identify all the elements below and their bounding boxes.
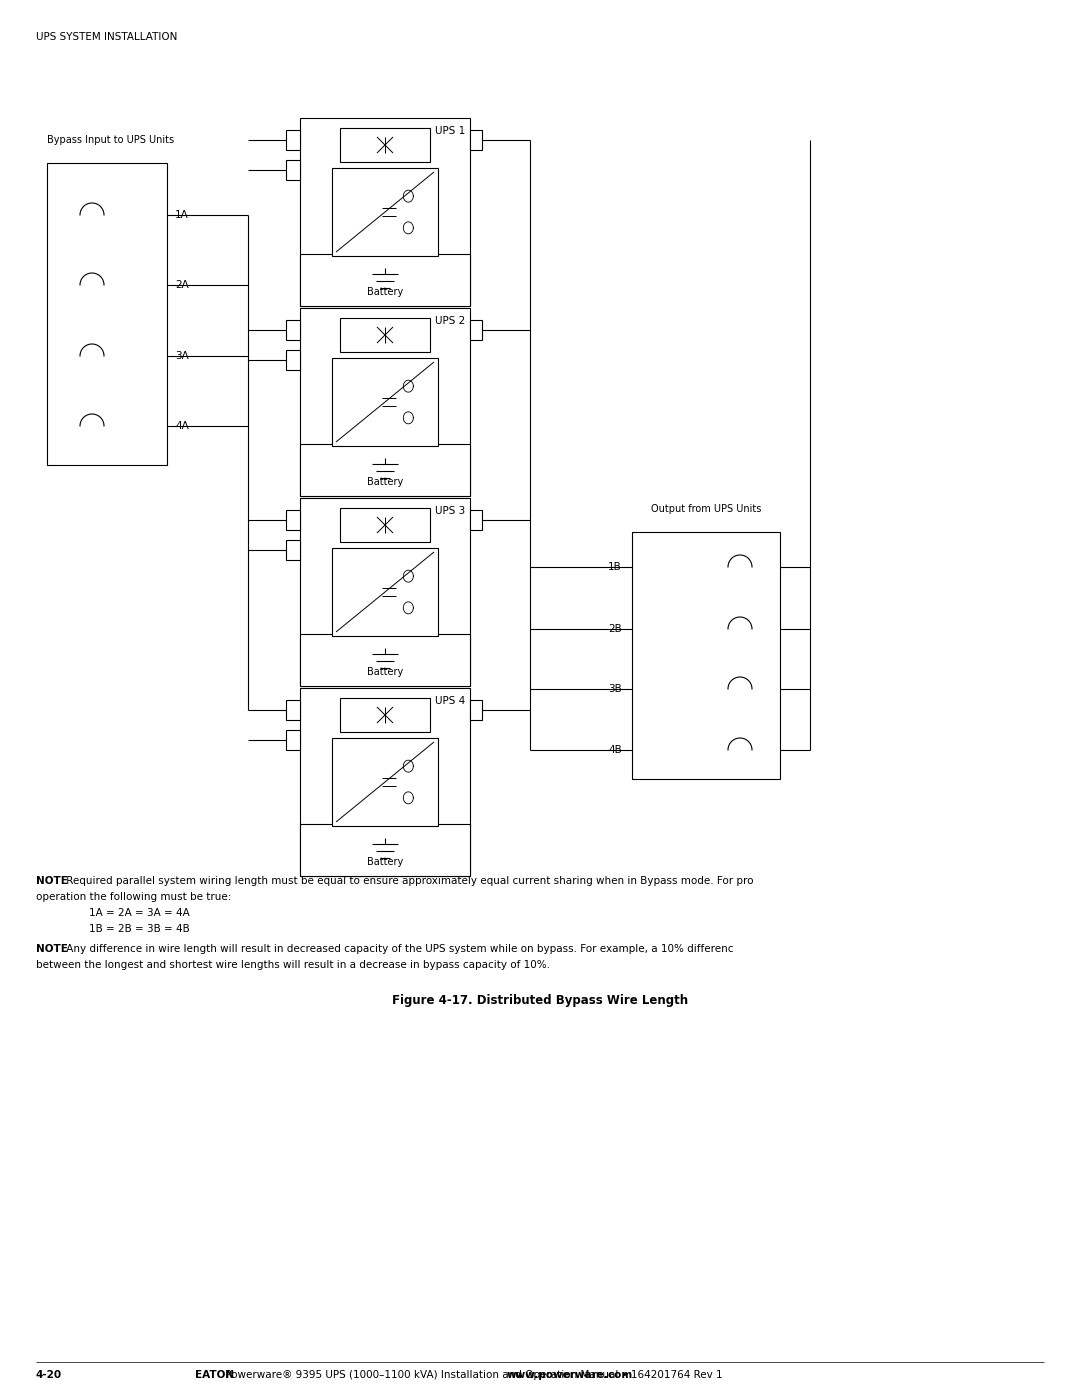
- Text: 1B = 2B = 3B = 4B: 1B = 2B = 3B = 4B: [76, 923, 190, 935]
- Bar: [340, 129, 430, 162]
- Text: 4-20: 4-20: [36, 1370, 63, 1380]
- Text: 3B: 3B: [608, 685, 622, 694]
- Bar: [470, 510, 482, 529]
- Text: Required parallel system wiring length must be equal to ensure approximately equ: Required parallel system wiring length m…: [63, 876, 754, 886]
- Text: Battery: Battery: [367, 856, 403, 868]
- Text: UPS SYSTEM INSTALLATION: UPS SYSTEM INSTALLATION: [36, 32, 177, 42]
- Bar: [286, 510, 300, 529]
- Bar: [286, 731, 300, 750]
- Bar: [470, 700, 482, 719]
- Text: 3A: 3A: [175, 351, 189, 360]
- Bar: [286, 351, 300, 370]
- Text: 1A: 1A: [175, 210, 189, 219]
- Text: Bypass Input to UPS Units: Bypass Input to UPS Units: [48, 136, 174, 145]
- Bar: [340, 319, 430, 352]
- Bar: [300, 824, 470, 876]
- Text: 2B: 2B: [608, 624, 622, 634]
- Text: UPS 1: UPS 1: [435, 126, 465, 136]
- Bar: [300, 254, 470, 306]
- Bar: [632, 532, 780, 780]
- Text: UPS 3: UPS 3: [435, 506, 465, 515]
- Bar: [470, 320, 482, 339]
- Text: EATON: EATON: [195, 1370, 234, 1380]
- Text: Output from UPS Units: Output from UPS Units: [651, 504, 761, 514]
- Text: Powerware® 9395 UPS (1000–1100 kVA) Installation and Operation Manual • 16420176: Powerware® 9395 UPS (1000–1100 kVA) Inst…: [222, 1370, 726, 1380]
- Text: Any difference in wire length will result in decreased capacity of the UPS syste: Any difference in wire length will resul…: [63, 944, 733, 954]
- Bar: [286, 700, 300, 719]
- Text: operation the following must be true:: operation the following must be true:: [36, 893, 231, 902]
- Bar: [470, 130, 482, 149]
- Bar: [286, 320, 300, 339]
- Bar: [300, 687, 470, 876]
- Bar: [332, 168, 438, 256]
- Text: UPS 4: UPS 4: [435, 696, 465, 705]
- Text: Battery: Battery: [367, 476, 403, 488]
- Bar: [340, 698, 430, 732]
- Text: 4B: 4B: [608, 745, 622, 754]
- Bar: [286, 161, 300, 180]
- Bar: [286, 130, 300, 149]
- Bar: [300, 497, 470, 686]
- Text: Figure 4-17. Distributed Bypass Wire Length: Figure 4-17. Distributed Bypass Wire Len…: [392, 995, 688, 1007]
- Bar: [332, 738, 438, 826]
- Text: between the longest and shortest wire lengths will result in a decrease in bypas: between the longest and shortest wire le…: [36, 960, 550, 970]
- Text: www.powerware.com: www.powerware.com: [507, 1370, 633, 1380]
- Bar: [300, 307, 470, 496]
- Bar: [332, 548, 438, 636]
- Bar: [300, 444, 470, 496]
- Text: 1A = 2A = 3A = 4A: 1A = 2A = 3A = 4A: [76, 908, 190, 918]
- Text: Battery: Battery: [367, 286, 403, 298]
- Bar: [48, 163, 167, 465]
- Text: Battery: Battery: [367, 666, 403, 678]
- Text: UPS 2: UPS 2: [435, 316, 465, 326]
- Text: 2A: 2A: [175, 279, 189, 291]
- Text: 1B: 1B: [608, 562, 622, 571]
- Bar: [340, 509, 430, 542]
- Bar: [286, 541, 300, 560]
- Bar: [300, 634, 470, 686]
- Text: NOTE: NOTE: [36, 944, 68, 954]
- Text: NOTE: NOTE: [36, 876, 68, 886]
- Bar: [332, 358, 438, 446]
- Bar: [300, 117, 470, 306]
- Text: 4A: 4A: [175, 420, 189, 432]
